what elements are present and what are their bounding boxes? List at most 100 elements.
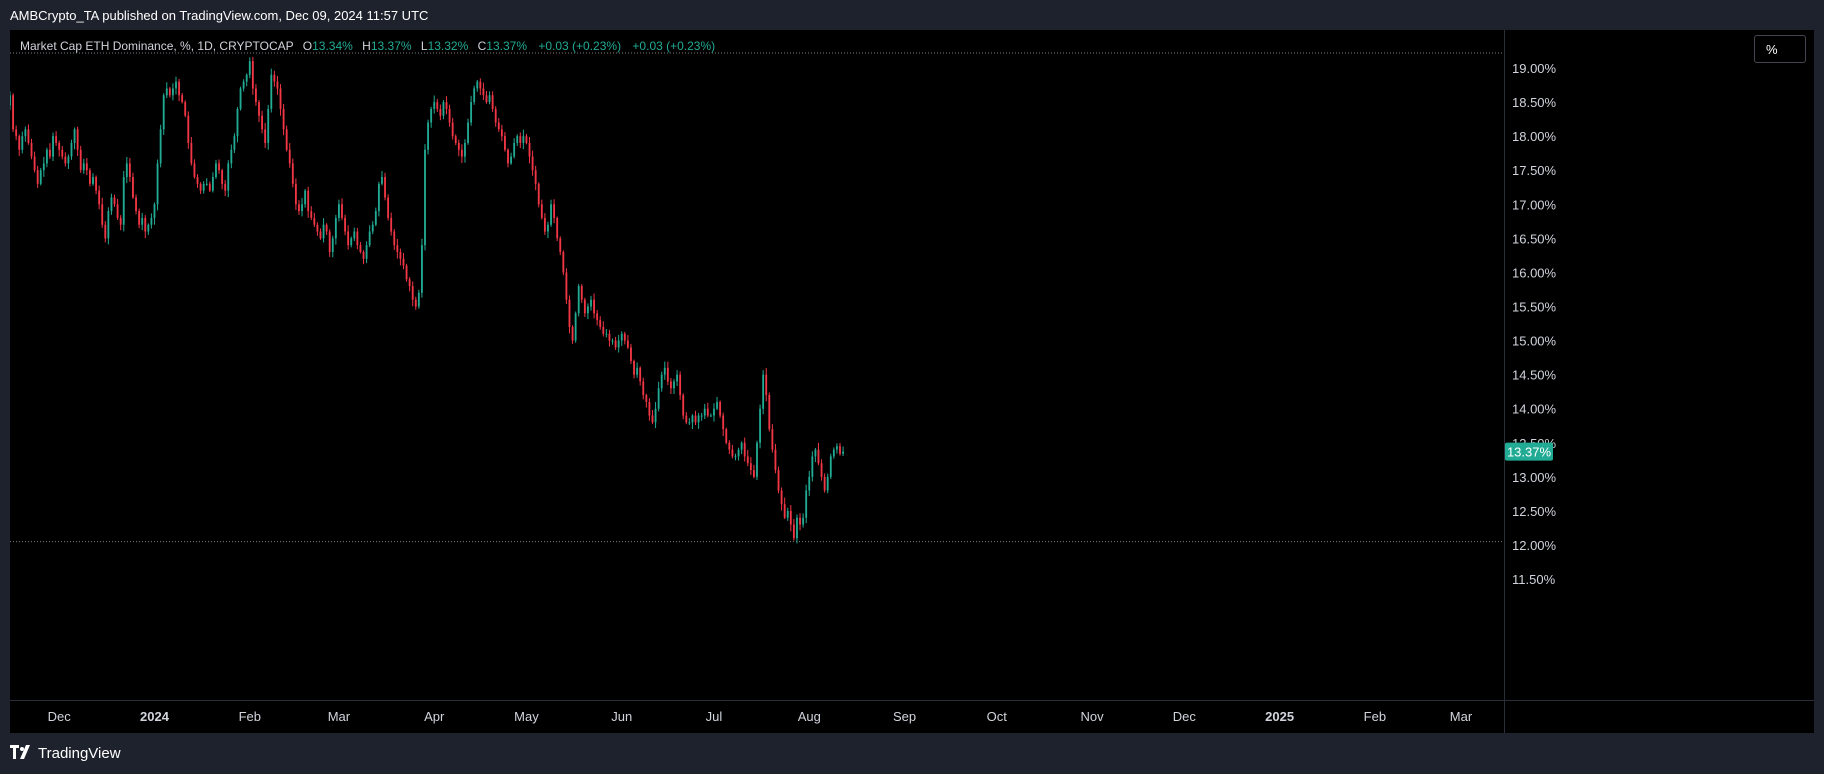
x-tick-label: Oct — [987, 709, 1008, 724]
candle-body — [12, 95, 14, 130]
candle-body — [842, 451, 844, 454]
candle-body — [792, 524, 795, 539]
candle-body — [30, 142, 33, 157]
candle-body — [694, 415, 697, 423]
candle-body — [190, 142, 193, 164]
candle-body — [596, 313, 599, 321]
candle-body — [525, 136, 528, 143]
candle-body — [749, 463, 752, 471]
candle-body — [396, 245, 399, 252]
candle-body — [411, 286, 414, 300]
candle-body — [716, 401, 718, 409]
candle-body — [215, 163, 217, 178]
tradingview-brand[interactable]: TradingView — [38, 745, 121, 762]
candle-body — [387, 197, 390, 218]
candle-body — [709, 415, 712, 417]
candle-body — [245, 74, 248, 82]
candle-body — [181, 95, 184, 103]
candle-body — [746, 456, 749, 464]
candle-body — [814, 449, 817, 457]
candle-body — [310, 211, 313, 218]
candle-body — [642, 381, 645, 396]
candle-body — [623, 333, 626, 341]
percent-scale-button[interactable]: % — [1754, 35, 1806, 63]
symbol-legend: Market Cap ETH Dominance, %, 1D, CRYPTOC… — [20, 39, 715, 53]
open-label: O — [302, 39, 313, 53]
candle-body — [599, 320, 602, 327]
price-chart[interactable]: 19.00% 18.50% 18.00% 17.50% 17.00% 16.50% 16.0… — [10, 30, 1814, 733]
candle-body — [64, 156, 67, 164]
candle-body — [85, 163, 88, 171]
candle-body — [319, 231, 322, 239]
candle-body — [516, 136, 519, 143]
candle-body — [301, 204, 303, 212]
candle-body — [485, 95, 488, 103]
candle-body — [390, 217, 393, 232]
candle-body — [534, 170, 537, 184]
y-tick-label: 15.00% — [1512, 334, 1557, 349]
candle-body — [706, 408, 709, 416]
candle-body — [236, 108, 239, 137]
y-tick-label: 12.00% — [1512, 538, 1557, 553]
candle-body — [233, 136, 236, 150]
candle-body — [162, 95, 165, 130]
candle-body — [771, 429, 774, 450]
candle-body — [617, 340, 620, 348]
candle-body — [482, 88, 485, 96]
open-value: 13.34% — [312, 39, 353, 53]
y-tick-label: 17.00% — [1512, 197, 1557, 212]
y-tick-label: 15.50% — [1512, 300, 1557, 315]
candle-body — [258, 102, 260, 116]
candle-body — [540, 204, 543, 218]
candle-body — [445, 102, 448, 109]
candle-body — [338, 204, 340, 218]
x-tick-label: Dec — [48, 709, 72, 724]
candle-body — [138, 211, 141, 225]
candle-body — [583, 299, 586, 314]
candle-body — [768, 395, 771, 430]
x-tick-label: Jul — [706, 709, 723, 724]
candle-body — [273, 74, 276, 82]
candle-body — [433, 102, 436, 109]
candle-body — [673, 381, 675, 389]
candle-body — [45, 149, 48, 164]
candle-body — [565, 272, 568, 300]
candle-body — [144, 217, 147, 232]
close-value: 13.37% — [486, 39, 527, 53]
candle-body — [467, 122, 469, 143]
candle-body — [507, 149, 509, 164]
candle-body — [331, 238, 334, 252]
candle-body — [654, 408, 657, 423]
candle-body — [362, 251, 365, 259]
candle-body — [98, 190, 101, 205]
candle-body — [61, 149, 64, 157]
chart-area[interactable]: 19.00% 18.50% 18.00% 17.50% 17.00% 16.50% 16.0… — [10, 30, 1814, 733]
candle-body — [125, 163, 128, 178]
candle-body — [70, 142, 73, 157]
candle-body — [304, 190, 307, 205]
candle-body — [700, 415, 703, 417]
candle-body — [116, 204, 119, 218]
candle-body — [805, 490, 808, 518]
candle-body — [224, 183, 227, 191]
candle-body — [439, 108, 442, 116]
candle-body — [522, 136, 525, 143]
y-tick-label: 19.00% — [1512, 61, 1557, 76]
tradingview-logo-icon[interactable] — [10, 745, 34, 759]
candle-body — [737, 449, 740, 457]
y-tick-label: 13.00% — [1512, 470, 1557, 485]
candle-body — [39, 170, 42, 184]
x-tick-label: Apr — [424, 709, 445, 724]
candle-body — [682, 395, 685, 416]
candle-body — [135, 197, 137, 212]
candle-body — [497, 122, 500, 130]
candle-body — [368, 231, 371, 246]
candle-body — [802, 517, 805, 525]
y-tick-label: 16.50% — [1512, 231, 1557, 246]
candle-body — [494, 108, 497, 123]
candle-body — [270, 74, 273, 109]
candle-body — [786, 510, 789, 518]
candle-body — [328, 231, 331, 252]
candle-body — [10, 95, 11, 106]
y-tick-label: 14.50% — [1512, 368, 1557, 383]
